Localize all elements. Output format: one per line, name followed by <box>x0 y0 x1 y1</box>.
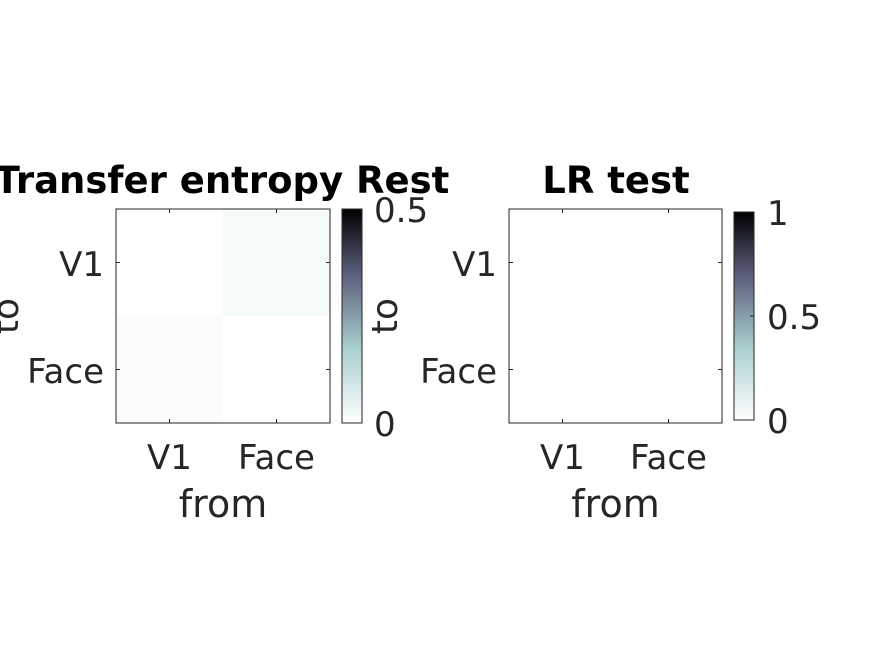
panel1-colorbar <box>341 208 363 424</box>
panel-lr-test: LR test V1 Face V1 Face from 0 0.5 1 <box>420 159 821 526</box>
panel2-cell-0-0 <box>509 209 616 316</box>
panel2-ytick-face: Face <box>420 352 497 392</box>
panel1-colorbar-label: to <box>365 298 406 334</box>
panel-transfer-entropy: Transfer entropy Rest to V1 Face V1 Face… <box>0 159 449 526</box>
panel1-axes-box <box>115 208 331 424</box>
panel2-cell-1-1 <box>616 316 722 423</box>
panel1-xtick-v1: V1 <box>147 438 192 478</box>
panel2-axes-box <box>508 208 723 424</box>
panel1-cell-1-1 <box>223 316 330 423</box>
panel2-colorbar-tick-0: 0 <box>767 402 789 442</box>
panel2-xlabel: from <box>571 482 659 526</box>
panel1-xtick-face: Face <box>238 438 315 478</box>
panel2-cell-1-0 <box>509 316 616 423</box>
panel1-ticks <box>116 209 330 423</box>
panel2-colorbar-tick-max: 1 <box>767 194 789 234</box>
panel1-cell-0-1 <box>223 209 330 316</box>
panel1-colorbar-tick-max: 0.5 <box>374 191 428 231</box>
panel1-xlabel: from <box>179 482 267 526</box>
panel2-ytick-v1: V1 <box>452 245 497 285</box>
panel1-title: Transfer entropy Rest <box>0 159 449 202</box>
panel1-ylabel: to <box>0 298 27 334</box>
panel1-ytick-face: Face <box>27 352 104 392</box>
panel2-colorbar-tick-mid: 0.5 <box>767 298 821 338</box>
panel2-ticks <box>509 209 722 423</box>
panel2-xtick-face: Face <box>630 438 707 478</box>
panel2-xtick-v1: V1 <box>540 438 585 478</box>
panel1-ytick-v1: V1 <box>59 245 104 285</box>
panel2-cell-0-1 <box>616 209 722 316</box>
panel1-cell-0-0 <box>116 209 223 316</box>
panel2-title: LR test <box>542 159 689 202</box>
panel1-colorbar-tick-0: 0 <box>374 405 396 445</box>
panel1-cell-1-0 <box>116 316 223 423</box>
